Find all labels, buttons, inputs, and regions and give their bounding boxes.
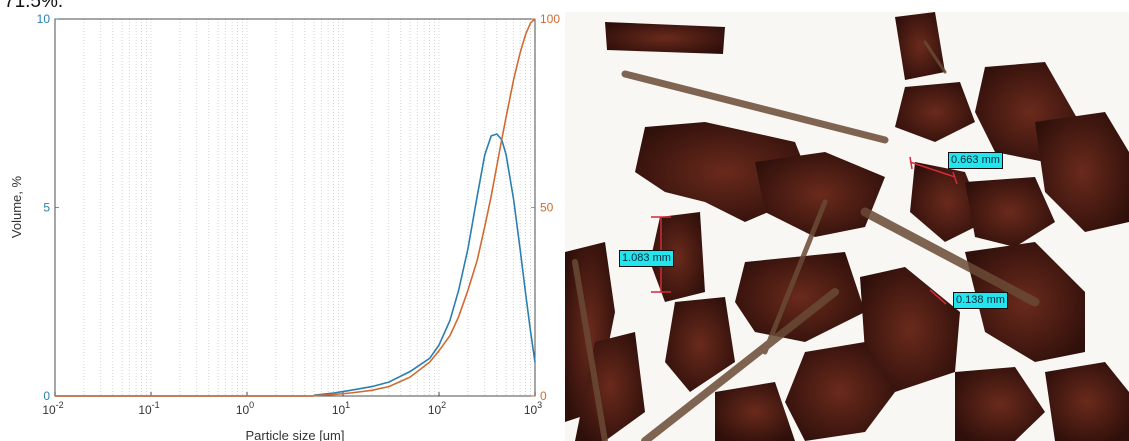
x-axis-label: Particle size [um] [246, 428, 345, 441]
fibers [572, 40, 1040, 441]
x-tick-label: 101 [332, 400, 350, 417]
particle-micrograph: 0.663 mm 1.083 mm 0.138 mm [565, 12, 1129, 441]
x-tick-label: 100 [236, 400, 254, 417]
particles [565, 12, 1129, 441]
y-tick-label-left: 5 [43, 201, 50, 215]
x-tick-label: 10-1 [138, 400, 159, 417]
x-tick-label: 103 [524, 400, 542, 417]
caption-fragment: 71.5%. [4, 0, 64, 12]
measurement-label: 1.083 mm [619, 250, 674, 267]
y-tick-label-right: 0 [540, 389, 547, 403]
grid-layer [83, 19, 531, 396]
series-layer [55, 18, 536, 397]
measurement-label: 0.663 mm [948, 152, 1003, 169]
y-axis-label-left: Volume, % [9, 175, 24, 238]
series-line-left [314, 133, 536, 396]
x-tick-label: 102 [428, 400, 446, 417]
plot-frame [54, 18, 536, 397]
y-tick-label-right: 100 [540, 12, 560, 26]
series-line-right [314, 18, 536, 397]
micrograph-drawing [565, 12, 1129, 441]
y-tick-label-left: 10 [37, 12, 51, 26]
y-tick-label-left: 0 [43, 389, 50, 403]
y-tick-label-right: 50 [540, 201, 554, 215]
measurement-label: 0.138 mm [953, 292, 1008, 309]
x-tick-label: 10-2 [42, 400, 63, 417]
